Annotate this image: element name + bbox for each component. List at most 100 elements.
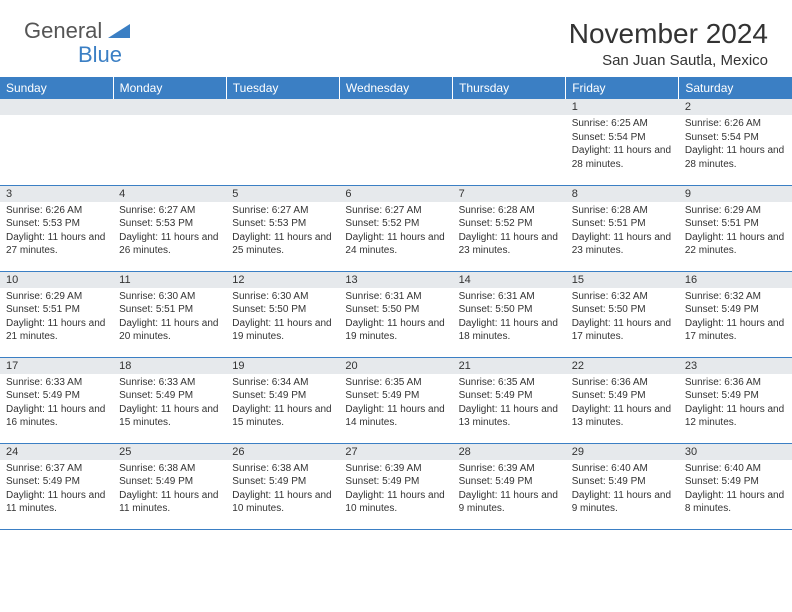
day-details: Sunrise: 6:33 AMSunset: 5:49 PMDaylight:… (0, 374, 113, 434)
day-number: 18 (113, 358, 226, 374)
day-details: Sunrise: 6:39 AMSunset: 5:49 PMDaylight:… (453, 460, 566, 520)
logo-text-blue: Blue (78, 42, 122, 68)
calendar-cell: 21Sunrise: 6:35 AMSunset: 5:49 PMDayligh… (453, 357, 566, 443)
calendar-header-row: SundayMondayTuesdayWednesdayThursdayFrid… (0, 77, 792, 99)
calendar-cell: 15Sunrise: 6:32 AMSunset: 5:50 PMDayligh… (566, 271, 679, 357)
calendar-cell: 17Sunrise: 6:33 AMSunset: 5:49 PMDayligh… (0, 357, 113, 443)
calendar-cell: 20Sunrise: 6:35 AMSunset: 5:49 PMDayligh… (339, 357, 452, 443)
day-details: Sunrise: 6:39 AMSunset: 5:49 PMDaylight:… (339, 460, 452, 520)
day-details: Sunrise: 6:38 AMSunset: 5:49 PMDaylight:… (226, 460, 339, 520)
calendar-cell: 11Sunrise: 6:30 AMSunset: 5:51 PMDayligh… (113, 271, 226, 357)
calendar-row: 1Sunrise: 6:25 AMSunset: 5:54 PMDaylight… (0, 99, 792, 185)
day-number: 28 (453, 444, 566, 460)
day-number: 29 (566, 444, 679, 460)
calendar-row: 3Sunrise: 6:26 AMSunset: 5:53 PMDaylight… (0, 185, 792, 271)
day-number: 14 (453, 272, 566, 288)
day-number: 13 (339, 272, 452, 288)
weekday-header: Friday (566, 77, 679, 99)
day-details: Sunrise: 6:33 AMSunset: 5:49 PMDaylight:… (113, 374, 226, 434)
day-details: Sunrise: 6:26 AMSunset: 5:54 PMDaylight:… (679, 115, 792, 175)
day-details: Sunrise: 6:35 AMSunset: 5:49 PMDaylight:… (453, 374, 566, 434)
calendar-row: 24Sunrise: 6:37 AMSunset: 5:49 PMDayligh… (0, 443, 792, 529)
calendar-cell: 1Sunrise: 6:25 AMSunset: 5:54 PMDaylight… (566, 99, 679, 185)
day-details: Sunrise: 6:40 AMSunset: 5:49 PMDaylight:… (679, 460, 792, 520)
weekday-header: Saturday (679, 77, 792, 99)
logo-triangle-icon (108, 20, 130, 43)
calendar-cell: 13Sunrise: 6:31 AMSunset: 5:50 PMDayligh… (339, 271, 452, 357)
day-number: 16 (679, 272, 792, 288)
calendar-cell: 4Sunrise: 6:27 AMSunset: 5:53 PMDaylight… (113, 185, 226, 271)
calendar-cell: 3Sunrise: 6:26 AMSunset: 5:53 PMDaylight… (0, 185, 113, 271)
day-number: 7 (453, 186, 566, 202)
day-number: 22 (566, 358, 679, 374)
day-details: Sunrise: 6:26 AMSunset: 5:53 PMDaylight:… (0, 202, 113, 262)
day-number: 3 (0, 186, 113, 202)
day-details: Sunrise: 6:34 AMSunset: 5:49 PMDaylight:… (226, 374, 339, 434)
day-details: Sunrise: 6:31 AMSunset: 5:50 PMDaylight:… (339, 288, 452, 348)
day-number: 20 (339, 358, 452, 374)
day-details: Sunrise: 6:27 AMSunset: 5:52 PMDaylight:… (339, 202, 452, 262)
day-number: 11 (113, 272, 226, 288)
day-number: 23 (679, 358, 792, 374)
logo: General Blue (24, 18, 134, 68)
day-details: Sunrise: 6:28 AMSunset: 5:51 PMDaylight:… (566, 202, 679, 262)
calendar-cell: 24Sunrise: 6:37 AMSunset: 5:49 PMDayligh… (0, 443, 113, 529)
calendar-cell: 30Sunrise: 6:40 AMSunset: 5:49 PMDayligh… (679, 443, 792, 529)
calendar-cell: 22Sunrise: 6:36 AMSunset: 5:49 PMDayligh… (566, 357, 679, 443)
day-details: Sunrise: 6:35 AMSunset: 5:49 PMDaylight:… (339, 374, 452, 434)
day-details: Sunrise: 6:28 AMSunset: 5:52 PMDaylight:… (453, 202, 566, 262)
calendar-cell: 16Sunrise: 6:32 AMSunset: 5:49 PMDayligh… (679, 271, 792, 357)
day-details: Sunrise: 6:29 AMSunset: 5:51 PMDaylight:… (679, 202, 792, 262)
day-number: 8 (566, 186, 679, 202)
calendar-cell: 19Sunrise: 6:34 AMSunset: 5:49 PMDayligh… (226, 357, 339, 443)
calendar-cell: 25Sunrise: 6:38 AMSunset: 5:49 PMDayligh… (113, 443, 226, 529)
day-details: Sunrise: 6:31 AMSunset: 5:50 PMDaylight:… (453, 288, 566, 348)
calendar-cell: 6Sunrise: 6:27 AMSunset: 5:52 PMDaylight… (339, 185, 452, 271)
day-number: 4 (113, 186, 226, 202)
weekday-header: Monday (113, 77, 226, 99)
weekday-header: Wednesday (339, 77, 452, 99)
calendar-cell: 9Sunrise: 6:29 AMSunset: 5:51 PMDaylight… (679, 185, 792, 271)
day-details: Sunrise: 6:30 AMSunset: 5:51 PMDaylight:… (113, 288, 226, 348)
calendar-table: SundayMondayTuesdayWednesdayThursdayFrid… (0, 77, 792, 530)
header: General Blue November 2024 San Juan Saut… (0, 0, 792, 77)
day-details: Sunrise: 6:29 AMSunset: 5:51 PMDaylight:… (0, 288, 113, 348)
calendar-cell: 14Sunrise: 6:31 AMSunset: 5:50 PMDayligh… (453, 271, 566, 357)
day-number: 24 (0, 444, 113, 460)
day-number: 10 (0, 272, 113, 288)
calendar-cell (453, 99, 566, 185)
day-details: Sunrise: 6:30 AMSunset: 5:50 PMDaylight:… (226, 288, 339, 348)
day-details: Sunrise: 6:36 AMSunset: 5:49 PMDaylight:… (679, 374, 792, 434)
calendar-cell: 28Sunrise: 6:39 AMSunset: 5:49 PMDayligh… (453, 443, 566, 529)
calendar-cell (113, 99, 226, 185)
day-number: 27 (339, 444, 452, 460)
day-details: Sunrise: 6:40 AMSunset: 5:49 PMDaylight:… (566, 460, 679, 520)
calendar-row: 17Sunrise: 6:33 AMSunset: 5:49 PMDayligh… (0, 357, 792, 443)
location: San Juan Sautla, Mexico (569, 52, 768, 69)
day-details: Sunrise: 6:32 AMSunset: 5:50 PMDaylight:… (566, 288, 679, 348)
day-number: 25 (113, 444, 226, 460)
day-number: 21 (453, 358, 566, 374)
weekday-header: Sunday (0, 77, 113, 99)
day-number: 26 (226, 444, 339, 460)
day-details: Sunrise: 6:32 AMSunset: 5:49 PMDaylight:… (679, 288, 792, 348)
month-title: November 2024 (569, 18, 768, 50)
day-number: 6 (339, 186, 452, 202)
calendar-cell: 8Sunrise: 6:28 AMSunset: 5:51 PMDaylight… (566, 185, 679, 271)
calendar-cell (0, 99, 113, 185)
day-number: 30 (679, 444, 792, 460)
calendar-cell: 7Sunrise: 6:28 AMSunset: 5:52 PMDaylight… (453, 185, 566, 271)
calendar-cell: 26Sunrise: 6:38 AMSunset: 5:49 PMDayligh… (226, 443, 339, 529)
calendar-cell (339, 99, 452, 185)
day-details: Sunrise: 6:25 AMSunset: 5:54 PMDaylight:… (566, 115, 679, 175)
calendar-row: 10Sunrise: 6:29 AMSunset: 5:51 PMDayligh… (0, 271, 792, 357)
day-number: 9 (679, 186, 792, 202)
day-details: Sunrise: 6:27 AMSunset: 5:53 PMDaylight:… (226, 202, 339, 262)
day-number: 17 (0, 358, 113, 374)
day-details: Sunrise: 6:38 AMSunset: 5:49 PMDaylight:… (113, 460, 226, 520)
day-number: 15 (566, 272, 679, 288)
calendar-cell: 27Sunrise: 6:39 AMSunset: 5:49 PMDayligh… (339, 443, 452, 529)
calendar-cell: 2Sunrise: 6:26 AMSunset: 5:54 PMDaylight… (679, 99, 792, 185)
title-block: November 2024 San Juan Sautla, Mexico (569, 18, 768, 69)
logo-text-general: General (24, 18, 102, 44)
